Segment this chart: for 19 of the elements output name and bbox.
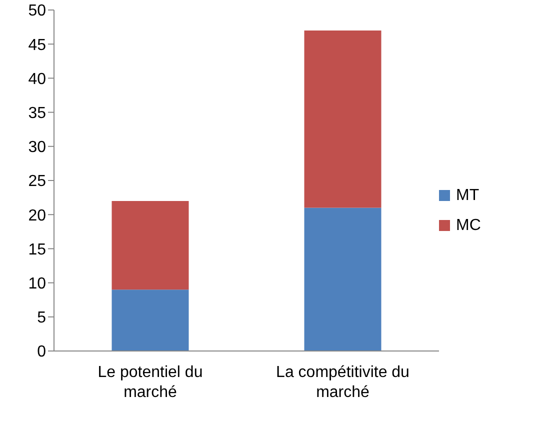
y-tick-label: 10 bbox=[28, 275, 46, 292]
y-tick-label: 20 bbox=[28, 207, 46, 224]
y-tick-label: 30 bbox=[28, 139, 46, 156]
y-tick-label: 45 bbox=[28, 36, 46, 54]
y-tick-label: 15 bbox=[28, 241, 46, 258]
bar bbox=[112, 290, 189, 351]
bar bbox=[304, 208, 382, 351]
y-tick-label: 5 bbox=[37, 310, 46, 327]
y-tick-label: 25 bbox=[28, 173, 46, 190]
legend-label: MT bbox=[456, 186, 480, 204]
x-tick-label: Le potentiel du marché bbox=[98, 364, 203, 401]
legend-label: MC bbox=[456, 216, 481, 234]
y-tick-label: 35 bbox=[28, 104, 46, 122]
bar bbox=[304, 30, 382, 208]
y-tick-label: 40 bbox=[28, 70, 46, 88]
x-tick-label: La compétitivite du marché bbox=[276, 364, 410, 401]
y-tick-label: 50 bbox=[28, 2, 46, 20]
bar bbox=[112, 200, 189, 290]
y-tick-label: 0 bbox=[37, 344, 46, 361]
